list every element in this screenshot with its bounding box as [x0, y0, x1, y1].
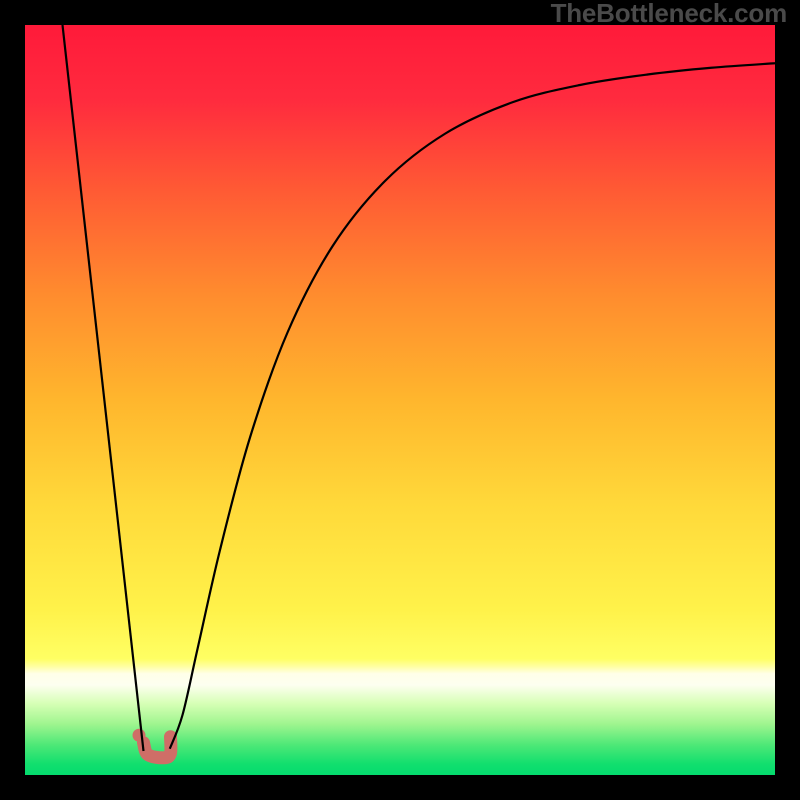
watermark-label: TheBottleneck.com: [551, 0, 787, 29]
curve-left-segment: [63, 25, 144, 751]
min-marker-squiggle: [144, 737, 171, 758]
min-marker-dot: [133, 729, 146, 742]
chart-frame: TheBottleneck.com: [0, 0, 800, 800]
curve-right-segment: [170, 63, 775, 749]
plot-area: [25, 25, 775, 775]
chart-svg: [25, 25, 775, 775]
